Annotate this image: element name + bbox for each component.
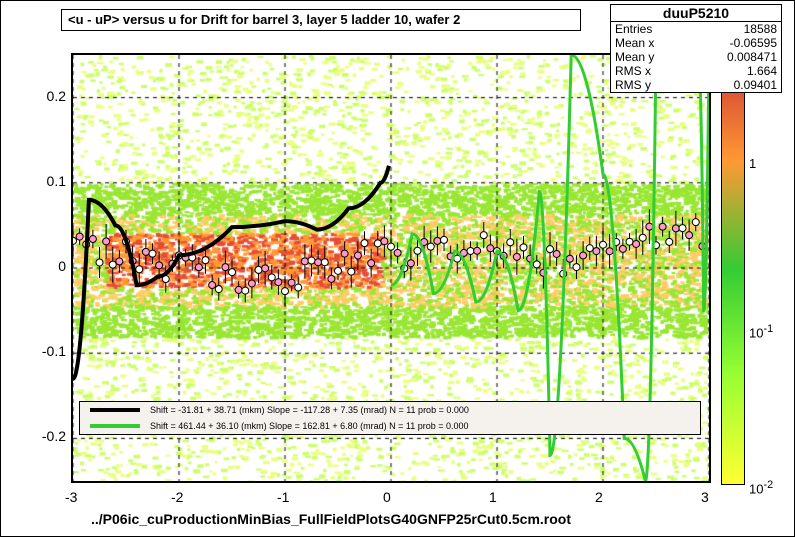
stats-row: RMS y0.09401	[611, 78, 781, 92]
x-tick-label: 3	[701, 489, 709, 505]
stats-row: RMS x1.664	[611, 64, 781, 78]
stats-name: duuP5210	[611, 5, 781, 22]
stats-row: Mean x-0.06595	[611, 36, 781, 50]
x-tick-label: -3	[65, 489, 77, 505]
y-tick-label: 0	[36, 258, 66, 274]
y-tick-label: 0.1	[36, 173, 66, 189]
y-tick-label: -0.1	[36, 343, 66, 359]
stats-row: Entries18588	[611, 22, 781, 36]
x-tick-label: -1	[277, 489, 289, 505]
colorbar-label: 10-2	[749, 479, 773, 496]
x-tick-label: -2	[171, 489, 183, 505]
x-tick-label: 0	[383, 489, 391, 505]
legend: Shift = -31.81 + 38.71 (mkm) Slope = -11…	[79, 401, 701, 435]
stats-box: duuP5210 Entries18588Mean x-0.06595Mean …	[610, 4, 782, 93]
chart-title: <u - uP> versus u for Drift for barrel 3…	[61, 9, 581, 31]
legend-row: Shift = -31.81 + 38.71 (mkm) Slope = -11…	[80, 402, 700, 418]
footer-path: ../P06ic_cuProductionMinBias_FullFieldPl…	[91, 511, 571, 527]
x-tick-label: 1	[489, 489, 497, 505]
y-tick-label: 0.2	[36, 88, 66, 104]
legend-row: Shift = 461.44 + 36.10 (mkm) Slope = 162…	[80, 418, 700, 434]
colorbar	[721, 53, 745, 485]
colorbar-label: 10-1	[749, 323, 773, 340]
stats-row: Mean y0.008471	[611, 50, 781, 64]
y-tick-label: -0.2	[36, 428, 66, 444]
colorbar-label: 1	[749, 156, 756, 171]
x-tick-label: 2	[595, 489, 603, 505]
